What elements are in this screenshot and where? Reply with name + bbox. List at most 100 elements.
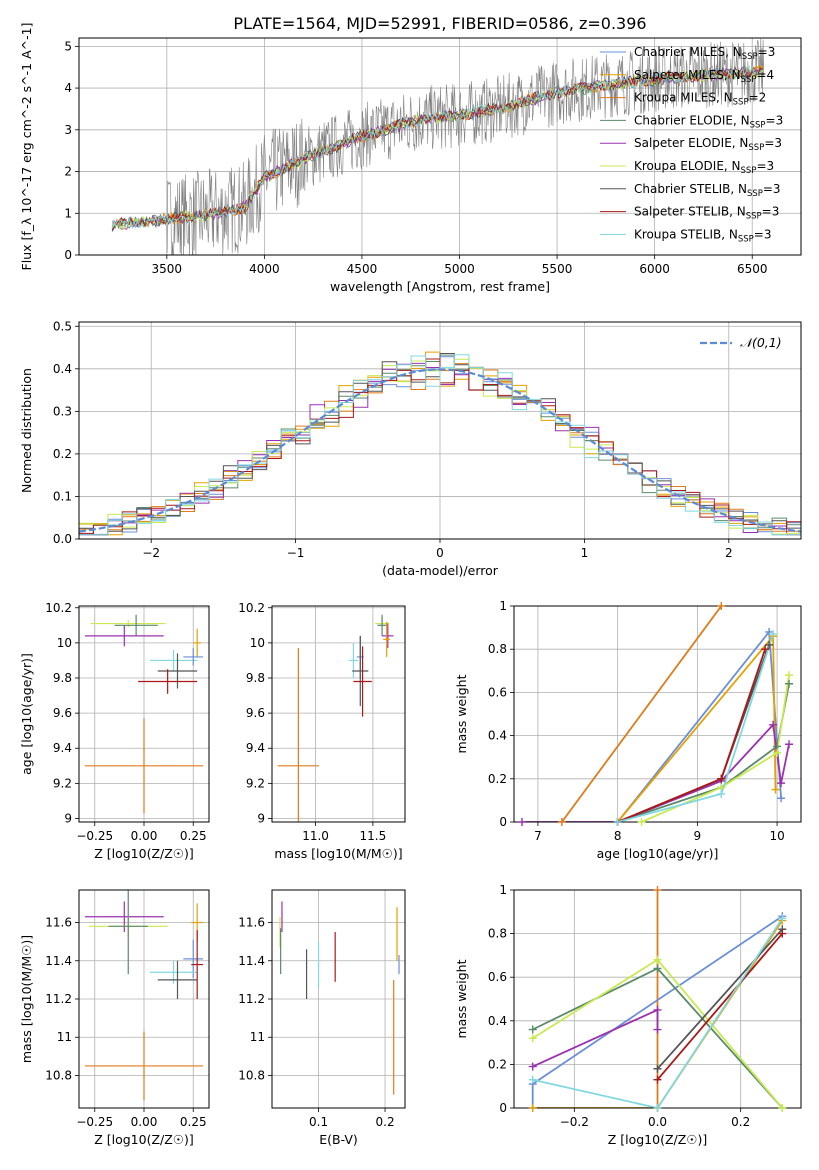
y-tick-label: 9 bbox=[64, 811, 72, 825]
x-tick-label: 5500 bbox=[542, 262, 573, 276]
series-line bbox=[617, 683, 790, 822]
y-tick-label: 3 bbox=[64, 123, 72, 137]
panel-7: −0.2 0.0 0.2 0 0.2 0.4 0.6 0.8 1 Z [log10(Z/Z☉)] m… bbox=[454, 883, 802, 1147]
series-marker bbox=[613, 818, 622, 826]
legend-sub: SSP bbox=[738, 234, 754, 244]
series-marker bbox=[777, 779, 786, 788]
series-marker bbox=[528, 1075, 537, 1084]
y-tick-label: 0.4 bbox=[53, 362, 72, 376]
x-tick-label: 11.5 bbox=[360, 829, 387, 843]
x-axis-label: mass [log10(M/M☉)] bbox=[274, 846, 402, 861]
y-tick-label: 11 bbox=[250, 1030, 265, 1044]
axes-frame bbox=[78, 889, 210, 1109]
y-tick-label: 0.3 bbox=[53, 404, 72, 418]
y-tick-label: 0.1 bbox=[53, 489, 72, 503]
y-tick-label: 0.4 bbox=[488, 1014, 507, 1028]
y-tick-label: 9.4 bbox=[246, 741, 265, 755]
series-marker bbox=[717, 774, 726, 783]
series-marker bbox=[653, 1064, 662, 1073]
legend-entry: Chabrier STELIB, NSSP=3 bbox=[634, 182, 781, 199]
legend-text: Salpeter ELODIE, N bbox=[634, 136, 748, 150]
legend-sub: SSP bbox=[748, 143, 764, 153]
legend-eq: =3 bbox=[754, 227, 772, 241]
series-marker bbox=[773, 748, 782, 757]
series-marker bbox=[778, 914, 787, 923]
y-axis-label: age [log10(age/yr)] bbox=[19, 653, 34, 775]
series-marker bbox=[777, 794, 786, 803]
series-marker bbox=[717, 789, 726, 798]
x-tick-label: 4000 bbox=[249, 262, 280, 276]
legend-text: Salpeter STELIB, N bbox=[634, 205, 746, 219]
series-marker bbox=[778, 1104, 787, 1112]
y-tick-label: 10 bbox=[250, 636, 265, 650]
series-marker bbox=[528, 1034, 537, 1043]
series-marker bbox=[769, 720, 778, 729]
y-tick-label: 9.6 bbox=[246, 706, 265, 720]
y-tick-label: 1 bbox=[64, 206, 72, 220]
y-tick-label: 9.2 bbox=[53, 776, 72, 790]
axes-frame bbox=[271, 889, 406, 1109]
y-tick-label: 1 bbox=[499, 599, 507, 613]
series-marker bbox=[771, 785, 780, 794]
y-tick-label: 0 bbox=[499, 1101, 507, 1115]
legend-text: Kroupa STELIB, N bbox=[634, 227, 738, 241]
plot-area bbox=[277, 614, 394, 822]
y-tick-label: 11.4 bbox=[238, 954, 265, 968]
x-tick-label: −0.25 bbox=[76, 1115, 113, 1129]
series-marker bbox=[653, 964, 662, 973]
y-tick-label: 10.2 bbox=[238, 601, 265, 615]
x-tick-label: 0.25 bbox=[180, 829, 207, 843]
y-tick-label: 0.6 bbox=[488, 685, 507, 699]
plot-area bbox=[84, 890, 204, 1101]
x-tick-label: 6500 bbox=[737, 262, 768, 276]
series-line bbox=[532, 1008, 659, 1068]
series-marker bbox=[717, 602, 726, 610]
y-tick-label: 11 bbox=[57, 1030, 72, 1044]
y-tick-label: 9 bbox=[257, 811, 265, 825]
x-tick-label: 11.0 bbox=[302, 829, 329, 843]
y-tick-label: 1 bbox=[499, 883, 507, 897]
legend-eq: =2 bbox=[749, 91, 767, 105]
normal-curve bbox=[79, 368, 801, 533]
series-marker bbox=[557, 818, 566, 826]
y-axis-label: mass weight bbox=[454, 674, 469, 753]
legend: 𝒩(0,1) bbox=[700, 335, 782, 350]
x-tick-label: −1 bbox=[287, 546, 305, 560]
x-tick-label: 2 bbox=[725, 546, 733, 560]
legend-text: Kroupa ELODIE, N bbox=[634, 159, 741, 173]
legend-sub: SSP bbox=[733, 98, 749, 108]
y-tick-label: 0 bbox=[499, 815, 507, 829]
x-tick-label: 0.25 bbox=[180, 1115, 207, 1129]
y-tick-label: 9.6 bbox=[53, 706, 72, 720]
x-axis-label: wavelength [Angstrom, rest frame] bbox=[330, 279, 550, 294]
axes-frame bbox=[513, 605, 802, 823]
y-tick-label: 11.6 bbox=[238, 916, 265, 930]
series-marker bbox=[785, 679, 794, 688]
series-marker bbox=[653, 955, 662, 964]
x-tick-label: 0.2 bbox=[731, 1115, 750, 1129]
legend-sub: SSP bbox=[741, 75, 757, 85]
y-tick-label: 0.2 bbox=[488, 772, 507, 786]
x-tick-label: 8 bbox=[614, 829, 622, 843]
y-tick-label: 2 bbox=[64, 165, 72, 179]
x-axis-label: age [log10(age/yr)] bbox=[597, 846, 719, 861]
legend-eq: =4 bbox=[756, 68, 774, 82]
legend-entry: Chabrier MILES, NSSP=3 bbox=[634, 45, 775, 62]
legend-entry: Kroupa ELODIE, NSSP=3 bbox=[634, 159, 774, 176]
series-marker bbox=[653, 1005, 662, 1014]
legend-entry: Chabrier ELODIE, NSSP=3 bbox=[634, 113, 783, 130]
legend-eq: =3 bbox=[762, 205, 780, 219]
x-tick-label: 1 bbox=[581, 546, 589, 560]
grid bbox=[514, 605, 801, 823]
plot-area bbox=[522, 606, 790, 822]
series-marker bbox=[653, 1104, 662, 1112]
x-axis-label: E(B-V) bbox=[319, 1132, 358, 1147]
legend-sub: SSP bbox=[750, 120, 766, 130]
series-marker bbox=[761, 645, 770, 654]
axes-frame bbox=[271, 605, 406, 823]
x-axis-label: (data-model)/error bbox=[382, 563, 499, 578]
series-marker bbox=[637, 818, 646, 826]
panel-3: 11.0 11.5 9 9.2 9.4 9.6 9.8 10 10.2 mass [log10(M… bbox=[238, 601, 406, 861]
plot-area bbox=[111, 38, 764, 255]
